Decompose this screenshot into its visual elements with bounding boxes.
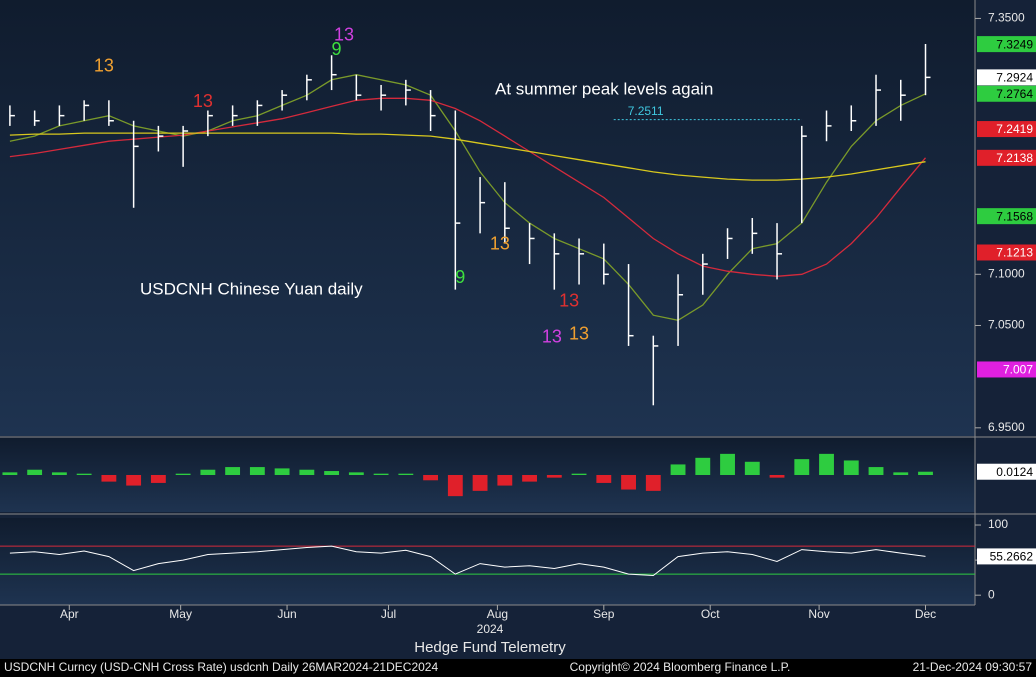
price-tag	[977, 36, 1036, 53]
histogram-bar	[720, 453, 735, 475]
x-tick-label: Aug	[487, 607, 508, 621]
histogram-bar	[274, 468, 290, 475]
sequential-count: 13	[569, 323, 589, 343]
price-tag	[977, 69, 1036, 86]
moving-average	[9, 74, 926, 321]
histogram-bar	[497, 475, 513, 486]
histogram-bar	[27, 469, 43, 475]
histogram-bar	[546, 475, 562, 478]
price-tag-label: 55.2662	[990, 550, 1034, 564]
histogram-bar	[621, 475, 636, 490]
sequential-count: 13	[94, 55, 114, 75]
histogram-bar	[126, 475, 142, 486]
x-tick-label: Oct	[701, 607, 720, 621]
footer-center: Copyright© 2024 Bloomberg Finance L.P.	[570, 660, 791, 674]
price-tag-label: 7.2924	[996, 71, 1033, 85]
histogram-bar	[150, 475, 166, 483]
price-tag-label: 7.2419	[996, 122, 1033, 136]
sequential-count: 13	[542, 326, 562, 346]
reference-label: 7.2511	[628, 104, 664, 118]
sequential-count: 13	[193, 91, 213, 111]
price-tag	[977, 548, 1036, 565]
histogram-bar	[249, 467, 265, 475]
sequential-count: 13	[334, 25, 354, 45]
x-tick-label: Jul	[381, 607, 396, 621]
histogram-bar	[101, 475, 117, 482]
brand: Hedge Fund Telemetry	[414, 639, 566, 656]
main-panel	[0, 0, 975, 436]
histogram-bar	[596, 475, 612, 483]
histogram-bar	[423, 475, 439, 481]
sequential-count: 9	[455, 267, 465, 287]
price-tag-label: 7.2138	[996, 151, 1033, 165]
price-tag-label: 7.2764	[996, 87, 1033, 101]
histogram-bar	[843, 460, 859, 475]
x-axis-year: 2024	[477, 622, 504, 636]
price-tag-label: 7.3249	[996, 37, 1033, 51]
histogram-bar	[299, 469, 315, 475]
price-tag	[977, 85, 1036, 102]
histogram-bar	[324, 471, 340, 475]
histogram-bar	[348, 472, 364, 475]
price-tag	[977, 121, 1036, 138]
price-tag-label: 7.1568	[996, 209, 1033, 223]
histogram-bar	[893, 472, 909, 475]
sequential-count: 9	[332, 39, 342, 59]
price-tag-label: 0.0124	[996, 465, 1033, 479]
histogram-bar	[744, 461, 760, 475]
footer-bar	[0, 659, 1036, 677]
chart-label: USDCNH Chinese Yuan daily	[140, 279, 363, 298]
price-tag-label: 7.007	[1003, 363, 1033, 377]
histogram-bar	[225, 467, 241, 475]
histogram-bar	[398, 473, 414, 475]
histogram-bar	[472, 475, 488, 491]
histogram-bar	[175, 473, 191, 475]
x-tick-label: Apr	[60, 607, 79, 621]
price-tag	[977, 208, 1036, 225]
histogram-bar	[868, 467, 884, 475]
histogram-bar	[571, 473, 587, 475]
rsi-line	[9, 545, 926, 577]
price-tag	[977, 149, 1036, 166]
x-tick-label: Jun	[277, 607, 296, 621]
y-tick-label: 100	[988, 517, 1008, 531]
x-tick-label: Nov	[808, 607, 829, 621]
rsi-panel	[0, 518, 975, 605]
histogram-bar	[645, 475, 661, 491]
histogram-bar	[373, 473, 389, 475]
y-tick-label: 0	[988, 587, 995, 601]
price-tag	[977, 361, 1036, 378]
sequential-count: 13	[559, 291, 579, 311]
footer-left: USDCNH Curncy (USD-CNH Cross Rate) usdcn…	[4, 660, 438, 674]
sequential-count: 13	[490, 233, 510, 253]
histogram-bar	[695, 457, 711, 475]
histogram-bar	[200, 469, 216, 475]
chart-note: At summer peak levels again	[495, 79, 713, 98]
histogram-bar	[2, 472, 18, 475]
moving-average	[9, 132, 926, 181]
y-tick-label: 7.3500	[988, 11, 1025, 25]
x-tick-label: May	[169, 607, 192, 621]
price-tag	[977, 244, 1036, 261]
histogram-bar	[918, 471, 933, 475]
price-tag	[977, 463, 1036, 480]
x-tick-label: Sep	[593, 607, 615, 621]
histogram-bar	[447, 475, 463, 497]
histogram-bar	[522, 475, 537, 482]
histogram-bar	[794, 459, 810, 475]
histogram-bar	[670, 464, 686, 475]
histogram-bar	[51, 472, 67, 475]
histogram-bar	[769, 475, 785, 478]
x-tick-label: Dec	[915, 607, 936, 621]
histogram-bar	[819, 453, 834, 475]
histogram-bar	[76, 473, 92, 475]
footer-right: 21-Dec-2024 09:30:57	[913, 660, 1033, 674]
y-tick-label: 6.9500	[988, 420, 1025, 434]
price-tag-label: 7.1213	[996, 246, 1033, 260]
y-tick-label: 7.0500	[988, 318, 1025, 332]
y-tick-label: 7.1000	[988, 266, 1025, 280]
